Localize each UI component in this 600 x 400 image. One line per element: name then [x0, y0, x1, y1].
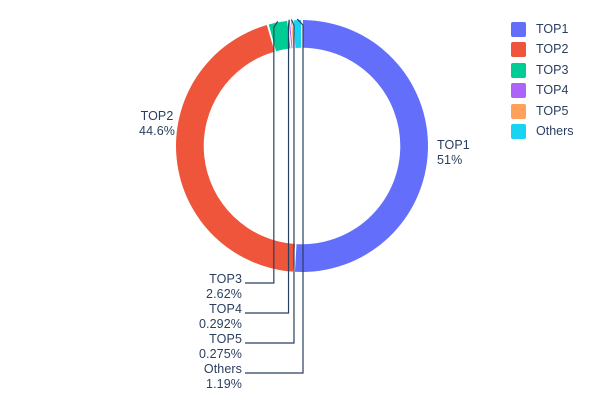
legend-label: TOP4	[536, 83, 569, 98]
leader-line-top4	[245, 19, 290, 314]
legend-item-top2[interactable]: TOP2	[511, 42, 574, 58]
legend-label: TOP5	[536, 103, 569, 118]
slice-label-top3: TOP3 2.62%	[206, 272, 242, 301]
legend-label: TOP1	[536, 22, 569, 36]
leader-line-top5	[245, 19, 295, 344]
slice-label-top2: TOP2 44.6%	[139, 109, 175, 138]
pie-slice-others[interactable]	[293, 20, 302, 48]
legend-item-others[interactable]: Others	[511, 123, 574, 139]
slice-label-others: Others 1.19%	[203, 362, 242, 391]
legend-label: Others	[536, 123, 574, 138]
pie-slice-top1[interactable]	[294, 20, 429, 272]
legend-label: TOP3	[536, 62, 569, 77]
legend-item-top4[interactable]: TOP4	[511, 83, 574, 99]
legend: TOP1 TOP2 TOP3 TOP4 TOP5 Others	[511, 22, 574, 139]
legend-swatch-top1	[511, 22, 526, 37]
leader-line-top3	[245, 21, 279, 284]
legend-swatch-top4	[511, 83, 526, 99]
slice-label-top1: TOP1 51%	[437, 138, 470, 167]
pie-slice-top2[interactable]	[175, 25, 295, 272]
legend-swatch-others	[511, 123, 526, 139]
slice-label-top5: TOP5 0.275%	[199, 332, 242, 361]
pie-slices-group	[175, 20, 429, 272]
legend-item-top3[interactable]: TOP3	[511, 62, 574, 78]
legend-swatch-top3	[511, 62, 526, 78]
legend-item-top5[interactable]: TOP5	[511, 103, 574, 119]
pie-slice-top4[interactable]	[288, 20, 293, 49]
legend-label: TOP2	[536, 42, 569, 57]
legend-item-top1[interactable]: TOP1	[511, 22, 574, 37]
legend-swatch-top2	[511, 42, 526, 58]
legend-swatch-top5	[511, 103, 526, 119]
leader-lines-group	[245, 18, 304, 374]
slice-label-top4: TOP4 0.292%	[199, 302, 242, 331]
leader-line-others	[245, 18, 304, 374]
